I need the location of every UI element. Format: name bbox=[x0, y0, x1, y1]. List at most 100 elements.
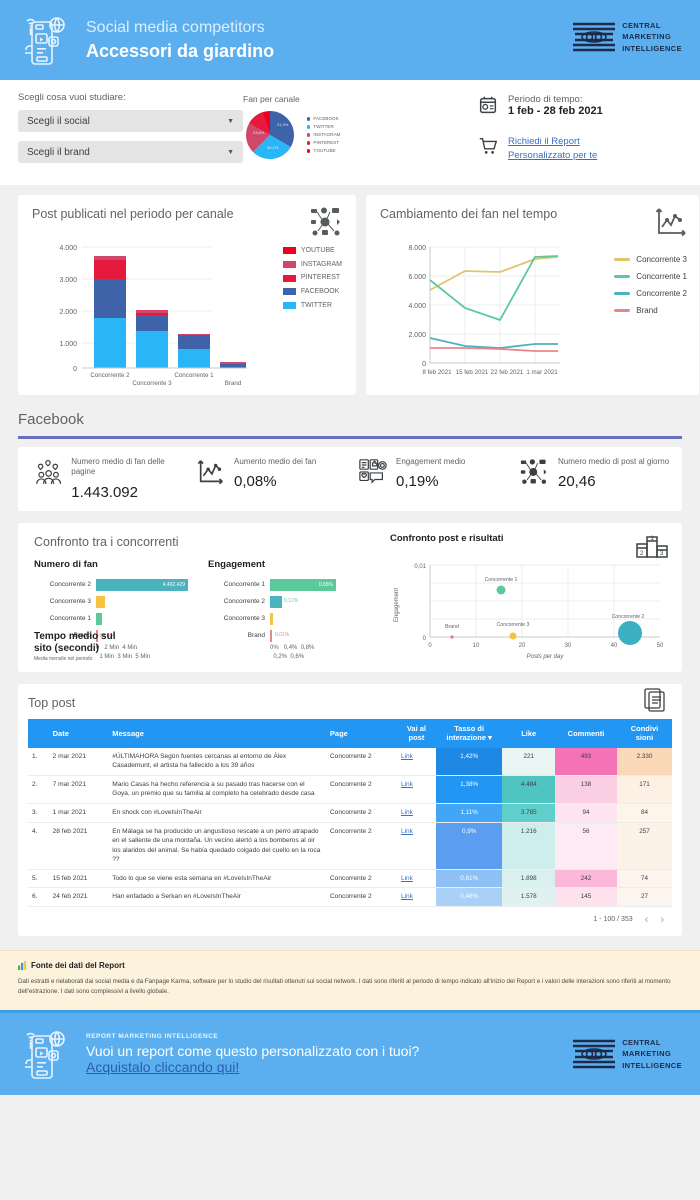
cmi-logo: CENTRAL MARKETING INTELLIGENCE bbox=[571, 20, 682, 54]
svg-text:3.000: 3.000 bbox=[59, 277, 77, 284]
cell-link[interactable]: Link bbox=[396, 803, 436, 823]
bar-row: Concorrente 3 bbox=[208, 610, 368, 627]
bar-chart-icon bbox=[18, 960, 27, 970]
cell-like: 1.898 bbox=[502, 869, 556, 889]
cell-link[interactable]: Link bbox=[396, 869, 436, 889]
footer-purchase-link[interactable]: Acquistalo cliccando qui! bbox=[86, 1058, 240, 1075]
bar-row: Brand -95.034 bbox=[34, 627, 194, 644]
podium-icon: 1 2 3 bbox=[636, 536, 668, 558]
scatter-title: Confronto post e risultati bbox=[390, 533, 504, 545]
cell-rate: 1,11% bbox=[435, 803, 503, 823]
bar-row: Concorrente 2 4.462.429 bbox=[34, 576, 194, 593]
cell-link[interactable]: Link bbox=[396, 747, 436, 776]
bar-label: Concorrente 2 bbox=[49, 581, 91, 589]
footer-eyebrow: REPORT MARKETING INTELLIGENCE bbox=[86, 1032, 219, 1040]
compare-title: Confronto tra i concorrenti bbox=[34, 535, 179, 550]
cell-comments: 56 bbox=[555, 822, 617, 870]
calendar-icon bbox=[479, 96, 497, 114]
scatter-point-label: Brand bbox=[445, 624, 459, 630]
scatter-point bbox=[618, 621, 642, 646]
cell-like: 1.578 bbox=[502, 887, 556, 907]
cell-date: 28 feb 2021 bbox=[48, 822, 109, 870]
legend-item: PINTEREST bbox=[282, 274, 342, 282]
engagement-mini-title: Engagement bbox=[208, 559, 266, 571]
logo-line-1: CENTRAL bbox=[622, 21, 661, 31]
scatter-chart: Engagement 0,01 0 Concorrente 1 Concorren… bbox=[394, 564, 664, 660]
pie-chart: 31,9% 30,1% 23,6% bbox=[246, 110, 295, 160]
table-row: 4. 28 feb 2021 En Málaga se ha producido… bbox=[28, 822, 672, 870]
col-like[interactable]: Like bbox=[502, 719, 556, 748]
cell-message: En shock con #LoveIsInTheAir bbox=[108, 803, 326, 823]
source-heading-row: Fonte dei dati del Report bbox=[18, 960, 682, 970]
page-footer-cta: REPORT MARKETING INTELLIGENCE Vuoi un re… bbox=[0, 1009, 700, 1095]
logo-line-2: MARKETING bbox=[622, 32, 672, 42]
col-date[interactable]: Date bbox=[48, 719, 109, 748]
next-page-button[interactable]: › bbox=[660, 913, 664, 926]
svg-text:31,9%: 31,9% bbox=[277, 122, 289, 127]
cell-rate: 1,42% bbox=[435, 747, 503, 776]
charts-row: Post publicati nel periodo per canale 4.… bbox=[0, 185, 700, 395]
col-interaction-rate[interactable]: Tasso di interazione ▾ bbox=[435, 719, 503, 748]
cell-link[interactable]: Link bbox=[396, 887, 436, 907]
section-divider bbox=[18, 436, 682, 439]
svg-text:1 mar 2021: 1 mar 2021 bbox=[526, 369, 558, 376]
svg-text:0: 0 bbox=[73, 366, 77, 373]
cell-link[interactable]: Link bbox=[396, 775, 436, 805]
social-select-value: Scegli il social bbox=[27, 115, 90, 127]
bar-label: Brand bbox=[73, 632, 91, 640]
cell-rate: 0,61% bbox=[435, 869, 503, 889]
svg-text:Concorrente 3: Concorrente 3 bbox=[132, 380, 172, 387]
cell-message: Han enfadado a Serkan en #LoveIsInTheAir bbox=[108, 887, 326, 907]
kpi-value: 1.443.092 bbox=[71, 484, 138, 502]
cell-like: 4.484 bbox=[502, 775, 556, 805]
request-report-link-line1[interactable]: Richiedi il Report bbox=[508, 136, 580, 147]
cell-comments: 493 bbox=[555, 747, 617, 776]
col-page[interactable]: Page bbox=[325, 719, 397, 748]
kpi-label: Numero medio di post al giorno bbox=[558, 456, 670, 466]
request-report-link-line2[interactable]: Personalizzato per te bbox=[508, 149, 598, 161]
cell-rate: 0,46% bbox=[435, 887, 503, 907]
sort-arrow-icon: ▾ bbox=[488, 733, 492, 743]
pie-legend: FACEBOOK TWITTER INSTAGRAM PINTEREST YOU… bbox=[307, 115, 340, 155]
footer-headline: Vuoi un report come questo personalizzat… bbox=[86, 1042, 420, 1059]
bar-label: Concorrente 3 bbox=[49, 598, 91, 606]
filter-bar: Scegli cosa vuoi studiare: Scegli il soc… bbox=[0, 80, 700, 185]
fans-over-time-card: Cambiamento dei fan nel tempo 8.000 6.000… bbox=[366, 195, 699, 395]
scatter-point-label: Concorrente 2 bbox=[612, 614, 645, 620]
bar-value: 0,01% bbox=[275, 631, 290, 638]
period-value: 1 feb - 28 feb 2021 bbox=[508, 105, 603, 117]
section-title: Facebook bbox=[18, 411, 84, 428]
cell-link[interactable]: Link bbox=[396, 822, 436, 870]
cell-page: Concorrente 2 bbox=[325, 803, 397, 823]
svg-text:1: 1 bbox=[651, 536, 655, 542]
col-message[interactable]: Message bbox=[108, 719, 326, 748]
tempo-medio-block: Tempo medio sul sito (secondi) Media men… bbox=[34, 631, 116, 662]
col-shares[interactable]: Condivi sioni bbox=[616, 719, 672, 748]
logo-line-2: MARKETING bbox=[622, 1049, 672, 1059]
data-source-footer: Fonte dei dati del Report Dati estratti … bbox=[0, 949, 700, 1010]
brand-select[interactable]: Scegli il brand ▼ bbox=[18, 141, 243, 163]
scatter-point bbox=[509, 632, 517, 640]
posts-chart-legend: YOUTUBE INSTAGRAM PINTEREST FACEBOOK TWI… bbox=[282, 247, 342, 315]
chevron-down-icon: ▼ bbox=[227, 117, 234, 125]
legend-item: FACEBOOK bbox=[282, 288, 342, 296]
top-post-table: Date Message Page Vai al post Tasso di i… bbox=[28, 719, 672, 907]
social-select[interactable]: Scegli il social ▼ bbox=[18, 110, 243, 132]
fans-mini-title: Numero di fan bbox=[34, 559, 98, 571]
cell-shares: 257 bbox=[616, 822, 672, 870]
prev-page-button[interactable]: ‹ bbox=[644, 913, 649, 926]
col-comments[interactable]: Commenti bbox=[555, 719, 617, 748]
legend-item: Concorrente 2 bbox=[614, 289, 687, 298]
svg-text:8.000: 8.000 bbox=[408, 245, 426, 252]
shopping-cart-icon bbox=[479, 137, 498, 154]
scatter-chart-block: Confronto post e risultati Engagement 0,… bbox=[390, 533, 690, 667]
cmi-logo-footer: CENTRAL MARKETING INTELLIGENCE bbox=[571, 1037, 682, 1071]
kpi-label: Numero medio di fan delle pagine bbox=[71, 456, 165, 477]
cell-shares: 84 bbox=[616, 803, 672, 823]
cmi-logo-mark-icon bbox=[573, 1039, 616, 1069]
kpi-posts-per-day: Numero medio di post al giorno 20,46 bbox=[512, 457, 674, 502]
svg-text:2: 2 bbox=[640, 551, 644, 557]
cell-like: 221 bbox=[502, 747, 556, 776]
cell-page: Concorrente 2 bbox=[325, 869, 397, 889]
col-link[interactable]: Vai al post bbox=[396, 719, 436, 748]
